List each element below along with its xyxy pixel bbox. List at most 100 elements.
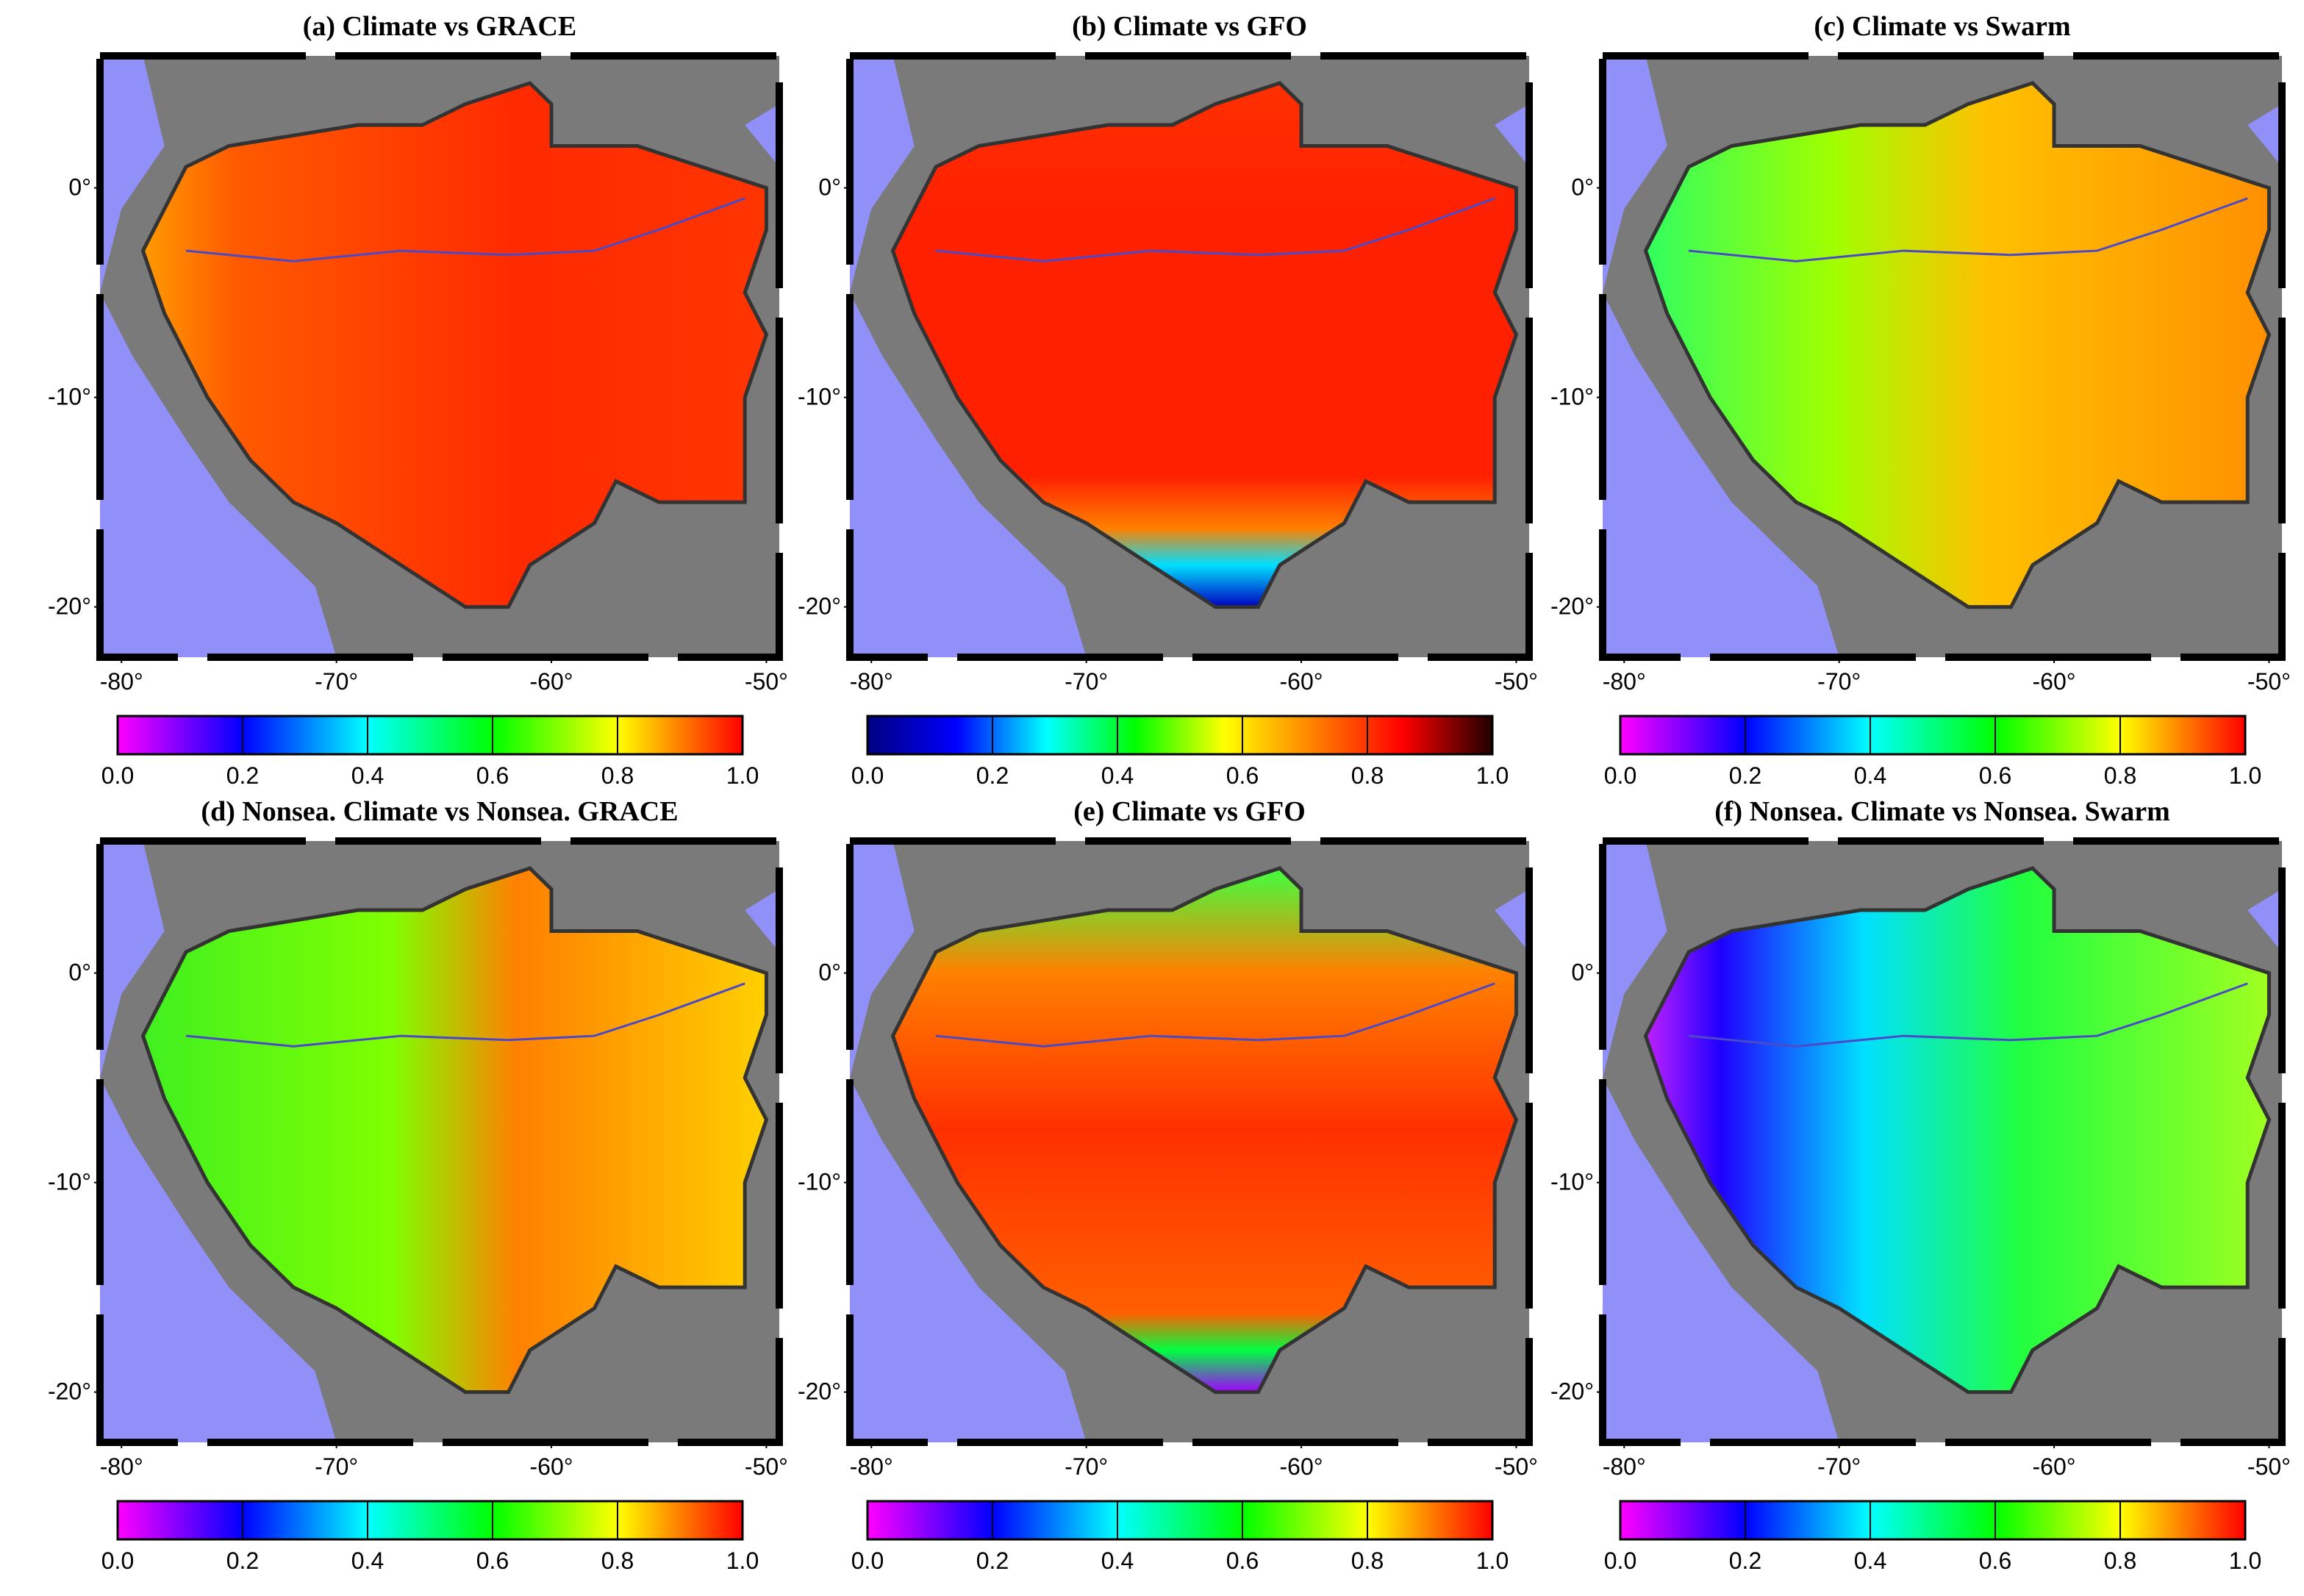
- colorbar-tick-label: 0.8: [601, 1547, 634, 1574]
- colorbar-tick-label: 0.0: [1604, 1547, 1636, 1574]
- colorbar-tick-label: 0.8: [1351, 762, 1384, 789]
- x-tick-label: -80°: [1603, 1453, 1646, 1480]
- colorbar-tick-label: 0.2: [1729, 1547, 1761, 1574]
- basin-outline: [1643, 866, 2272, 1395]
- x-tick-label: -50°: [1495, 1453, 1538, 1480]
- colorbar-tick-label: 0.0: [851, 762, 884, 789]
- field: [143, 868, 767, 1392]
- river: [935, 982, 1495, 1048]
- colorbar-tick-label: 0.6: [476, 1547, 509, 1574]
- colorbar-tick-label: 1.0: [726, 1547, 759, 1574]
- colorbar: [1619, 715, 2247, 756]
- x-tick-label: -50°: [2247, 668, 2291, 695]
- river: [1688, 982, 2248, 1048]
- colorbar: [116, 1500, 744, 1541]
- x-tick-label: -80°: [100, 1453, 143, 1480]
- basin-outline: [1643, 81, 2272, 609]
- colorbar-tick-label: 0.2: [226, 1547, 259, 1574]
- colorbar-tick-label: 0.6: [1226, 762, 1259, 789]
- colorbar-tick-label: 1.0: [1476, 1547, 1509, 1574]
- colorbar: [866, 715, 1494, 756]
- basin-outline: [140, 81, 769, 609]
- colorbar: [866, 1500, 1494, 1541]
- colorbar-tick-label: 0.6: [1979, 1547, 2011, 1574]
- x-tick-label: -60°: [530, 668, 573, 695]
- x-tick-label: -80°: [850, 668, 893, 695]
- y-tick-label: 0°: [818, 174, 841, 201]
- y-tick-label: -20°: [798, 593, 841, 620]
- colorbar-tick-label: 0.6: [1226, 1547, 1259, 1574]
- colorbar-tick-label: 0.8: [1351, 1547, 1384, 1574]
- colorbar-tick-label: 0.4: [1854, 762, 1886, 789]
- x-tick-label: -80°: [850, 1453, 893, 1480]
- x-tick-label: -70°: [315, 668, 358, 695]
- x-tick-label: -50°: [745, 668, 788, 695]
- y-tick-label: -10°: [48, 384, 91, 410]
- colorbar-tick-label: 0.8: [2104, 1547, 2136, 1574]
- x-tick-label: -80°: [100, 668, 143, 695]
- colorbar-tick-label: 0.8: [2104, 762, 2136, 789]
- colorbar: [1619, 1500, 2247, 1541]
- map-frame: [1599, 52, 2286, 661]
- colorbar-tick-label: 0.4: [1101, 762, 1134, 789]
- y-tick-label: 0°: [68, 174, 91, 201]
- colorbar: [116, 715, 744, 756]
- colorbar-tick-label: 0.2: [1729, 762, 1761, 789]
- y-tick-label: -20°: [48, 1378, 91, 1405]
- panel: (f) Nonsea. Climate vs Nonsea. Swarm -80°…: [1550, 796, 2291, 1574]
- y-tick-label: -10°: [1550, 1169, 1594, 1195]
- colorbar-tick-label: 0.4: [351, 1547, 384, 1574]
- panel: (c) Climate vs Swarm -80° -70° -60° -50° 0° -1…: [1550, 11, 2291, 789]
- colorbar-tick-label: 1.0: [726, 762, 759, 789]
- colorbar-tick-label: 0.2: [226, 762, 259, 789]
- y-tick-label: 0°: [68, 959, 91, 986]
- x-tick-label: -60°: [530, 1453, 573, 1480]
- y-tick-label: -20°: [1550, 1378, 1594, 1405]
- x-tick-label: -70°: [1065, 668, 1108, 695]
- field: [1645, 868, 2269, 1392]
- x-tick-label: -60°: [1280, 668, 1323, 695]
- panel-title: (e) Climate vs GFO: [1073, 796, 1306, 827]
- colorbar-tick-label: 0.8: [601, 762, 634, 789]
- y-tick-label: -10°: [48, 1169, 91, 1195]
- colorbar-tick-label: 0.4: [1854, 1547, 1886, 1574]
- basin-outline: [890, 866, 1519, 1395]
- y-tick-label: 0°: [1571, 174, 1594, 201]
- map-frame: [1599, 837, 2286, 1446]
- colorbar-tick-label: 0.2: [976, 762, 1009, 789]
- colorbar-tick-label: 1.0: [2229, 762, 2261, 789]
- map-frame: [846, 837, 1533, 1446]
- colorbar-tick-label: 0.0: [101, 1547, 134, 1574]
- colorbar-tick-label: 0.2: [976, 1547, 1009, 1574]
- y-tick-label: -20°: [798, 1378, 841, 1405]
- y-tick-label: -10°: [1550, 384, 1594, 410]
- x-tick-label: -70°: [315, 1453, 358, 1480]
- basin-outline: [890, 81, 1519, 609]
- x-tick-label: -70°: [1817, 668, 1861, 695]
- colorbar-tick-label: 1.0: [1476, 762, 1509, 789]
- y-tick-label: -20°: [1550, 593, 1594, 620]
- panel-title: (b) Climate vs GFO: [1072, 11, 1307, 42]
- panel-title: (d) Nonsea. Climate vs Nonsea. GRACE: [201, 796, 678, 827]
- basin-outline: [140, 866, 769, 1395]
- map-frame: [846, 52, 1533, 661]
- colorbar-tick-label: 0.6: [1979, 762, 2011, 789]
- river: [185, 197, 745, 262]
- colorbar-tick-label: 0.6: [476, 762, 509, 789]
- colorbar-tick-label: 0.0: [101, 762, 134, 789]
- colorbar-tick-label: 0.0: [851, 1547, 884, 1574]
- field: [892, 83, 1517, 607]
- panel-title: (f) Nonsea. Climate vs Nonsea. Swarm: [1714, 796, 2170, 827]
- x-tick-label: -50°: [2247, 1453, 2291, 1480]
- map-frame: [96, 837, 783, 1446]
- river: [935, 197, 1495, 262]
- colorbar-tick-label: 0.4: [351, 762, 384, 789]
- panel-title: (c) Climate vs Swarm: [1814, 11, 2070, 42]
- x-tick-label: -50°: [745, 1453, 788, 1480]
- y-tick-label: 0°: [818, 959, 841, 986]
- river: [1688, 197, 2248, 262]
- x-tick-label: -70°: [1065, 1453, 1108, 1480]
- x-tick-label: -60°: [1280, 1453, 1323, 1480]
